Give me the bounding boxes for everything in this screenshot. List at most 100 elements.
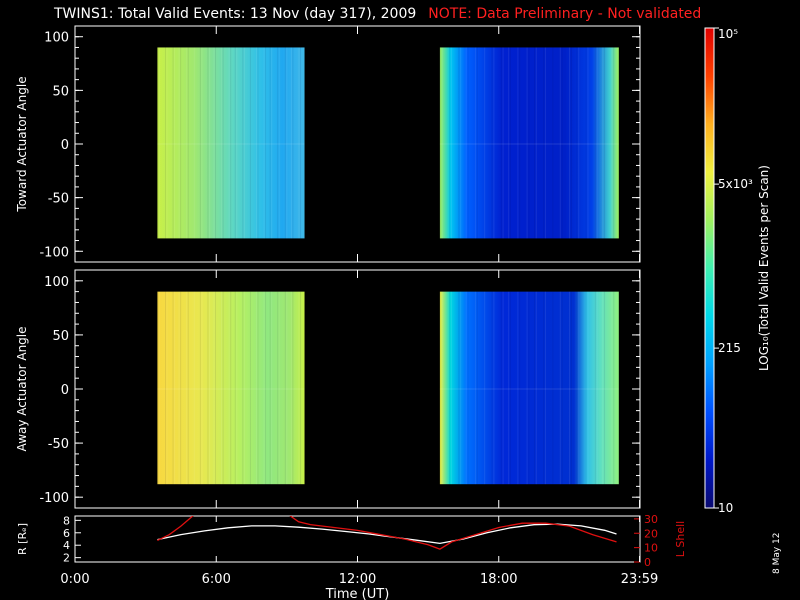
heatmap-streak	[467, 291, 469, 485]
heatmap-streak	[474, 291, 476, 485]
heatmap-streak	[242, 291, 244, 485]
heatmap-streak	[594, 47, 596, 239]
heatmap-streak	[230, 47, 232, 239]
heatmap-streak	[543, 291, 545, 485]
toward-angle-panel: 100 50 0 -50 -100 Toward Actuator Angle	[15, 25, 641, 263]
heatmap-streak	[458, 47, 460, 239]
heatmap-streak	[174, 291, 176, 485]
heatmap-streak	[290, 47, 292, 239]
y-tick-label: 100	[44, 31, 69, 46]
heatmap-streak	[596, 291, 598, 485]
heatmap-streak	[269, 291, 271, 485]
title-text: TWINS1: Total Valid Events: 13 Nov (day …	[54, 6, 417, 22]
heatmap-streak	[166, 291, 168, 485]
heatmap-streak	[519, 47, 521, 239]
heatmap-streak	[221, 291, 223, 485]
heatmap-streak	[559, 291, 561, 485]
heatmap-streak	[465, 291, 467, 485]
heatmap-streak	[193, 47, 195, 239]
plot-title: TWINS1: Total Valid Events: 13 Nov (day …	[54, 6, 701, 22]
heatmap-streak	[255, 291, 257, 485]
heatmap-streak	[180, 291, 182, 485]
heatmap-streak	[243, 47, 245, 239]
heatmap-streak	[533, 47, 535, 239]
heatmap-streak	[201, 291, 203, 485]
heatmap-streak	[508, 291, 510, 485]
heatmap-streak	[290, 291, 292, 485]
r-tick-label: 8	[63, 514, 70, 527]
heatmap-streak	[519, 291, 521, 485]
heatmap-streak	[257, 291, 259, 485]
heatmap-streak	[509, 47, 511, 239]
heatmap-streak	[222, 47, 224, 239]
heatmap-streak	[578, 47, 580, 239]
heatmap-streak	[178, 47, 180, 239]
heatmap-streak	[561, 47, 563, 239]
colorbar-scale	[704, 27, 715, 509]
heatmap-streak	[535, 291, 537, 485]
heatmap-streak	[257, 47, 259, 239]
heatmap-streak	[508, 47, 510, 239]
heatmap-streak	[545, 47, 547, 239]
heatmap-streak	[265, 291, 267, 485]
heatmap-streak	[249, 291, 251, 485]
heatmap-streak	[569, 47, 571, 239]
heatmap-streak	[157, 47, 159, 239]
lshell-tick-label: 30	[644, 513, 658, 526]
y-tick-label: 0	[61, 383, 69, 398]
heatmap-streak	[474, 47, 476, 239]
heatmap-streak	[207, 291, 209, 485]
x-tick-label: 0:00	[60, 572, 89, 587]
heatmap-streak	[157, 291, 159, 485]
r-distance-line	[157, 523, 617, 545]
heatmap-streak	[576, 291, 578, 485]
heatmap-streak	[298, 47, 300, 239]
y-tick-label: -50	[48, 192, 69, 207]
heatmap-block	[439, 291, 619, 485]
heatmap-streak	[271, 291, 273, 485]
heatmap-streak	[286, 291, 288, 485]
heatmap-streak	[449, 291, 451, 485]
heatmap-streak	[269, 47, 271, 239]
heatmap-streak	[578, 291, 580, 485]
x-axis-label: Time (UT)	[325, 587, 390, 600]
heatmap-streak	[213, 47, 215, 239]
heatmap-streak	[517, 47, 519, 239]
colorbar: 10⁵ 5x10³ 215 10 LOG₁₀(Total Valid Events pe…	[704, 27, 771, 515]
lshell-axis-label: L Shell	[674, 521, 687, 557]
heatmap-streak	[585, 291, 587, 485]
heatmap-streak	[613, 291, 615, 485]
heatmap-streak	[528, 291, 530, 485]
heatmap-streak	[613, 47, 615, 239]
heatmap-streak	[439, 291, 441, 485]
heatmap-block	[157, 47, 305, 239]
heatmap-streak	[526, 47, 528, 239]
heatmap-streak	[242, 47, 244, 239]
heatmap-streak	[441, 47, 443, 239]
heatmap-streak	[213, 291, 215, 485]
heatmap-streak	[533, 291, 535, 485]
heatmap-streak	[178, 291, 180, 485]
y-axis-label: Toward Actuator Angle	[15, 76, 29, 212]
heatmap-streak	[449, 47, 451, 239]
heatmap-streak	[587, 291, 589, 485]
heatmap-streak	[207, 47, 209, 239]
heatmap-streak	[561, 291, 563, 485]
heatmap-streak	[458, 291, 460, 485]
heatmap-streak	[528, 47, 530, 239]
x-tick-label: 12:00	[339, 572, 376, 587]
y-tick-label: 0	[61, 138, 69, 153]
colorbar-tick-label: 215	[718, 341, 741, 355]
heatmap-streak	[180, 47, 182, 239]
heatmap-streak	[552, 291, 554, 485]
y-tick-label: -50	[48, 437, 69, 452]
heatmap-streak	[230, 291, 232, 485]
heatmap-streak	[164, 291, 166, 485]
heatmap-streak	[215, 47, 217, 239]
heatmap-streak	[596, 47, 598, 239]
heatmap-streak	[236, 47, 238, 239]
heatmap-streak	[526, 291, 528, 485]
heatmap-streak	[502, 291, 504, 485]
heatmap-streak	[493, 291, 495, 485]
